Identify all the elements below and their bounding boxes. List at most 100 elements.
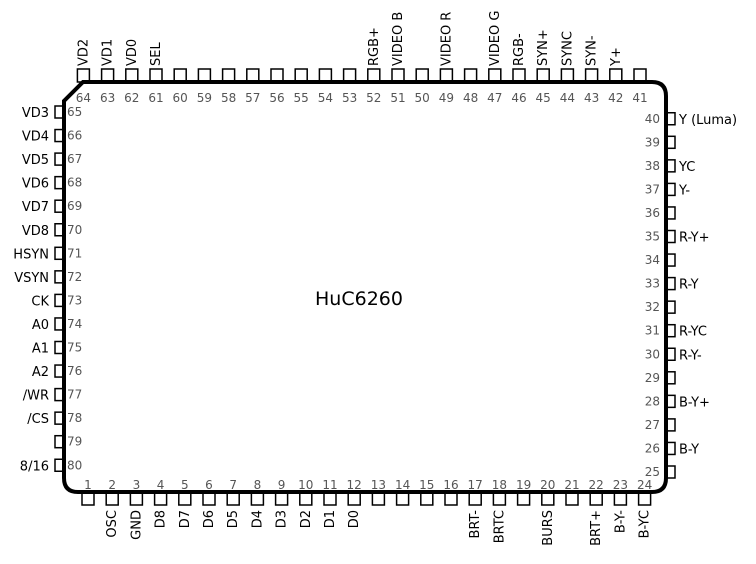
pin-number: 19 xyxy=(516,478,531,492)
pin-signal-label: RGB+ xyxy=(367,27,382,66)
pin-signal-label: B-YC xyxy=(638,510,653,538)
pin-signal-label: A0 xyxy=(32,318,49,333)
pin-signal-label: SYN+ xyxy=(536,29,551,66)
pin-number: 76 xyxy=(67,364,82,378)
pin-number: 22 xyxy=(589,478,604,492)
pin-signal-label: /WR xyxy=(23,389,49,404)
pin-signal-label: Y- xyxy=(678,183,690,198)
pin-number: 25 xyxy=(645,465,660,479)
pin-number: 20 xyxy=(540,478,555,492)
pin-signal-label: A2 xyxy=(32,365,49,380)
pin-number: 8 xyxy=(254,478,262,492)
pin-signal-label: B-Y- xyxy=(613,510,628,533)
pin-number: 45 xyxy=(536,91,551,105)
pin-number: 49 xyxy=(439,91,454,105)
pin-number: 79 xyxy=(67,435,82,449)
pin-number: 72 xyxy=(67,270,82,284)
pin-number: 36 xyxy=(645,206,660,220)
pin-number: 44 xyxy=(560,91,575,105)
pin-signal-label: BRT- xyxy=(468,510,483,539)
pin-signal-label: B-Y xyxy=(679,442,699,457)
pin-number: 40 xyxy=(645,112,660,126)
pin-number: 74 xyxy=(67,317,82,331)
pin-number: 80 xyxy=(67,458,82,472)
pin-signal-label: D0 xyxy=(347,510,362,528)
pin-signal-label: D7 xyxy=(178,510,193,528)
pin-signal-label: D6 xyxy=(202,510,217,528)
pin-signal-label: B-Y+ xyxy=(679,395,710,410)
pin-signal-label: VIDEO G xyxy=(488,11,503,66)
pin-number: 17 xyxy=(468,478,483,492)
pin-number: 41 xyxy=(632,91,647,105)
pin-number: 30 xyxy=(645,347,660,361)
pin-number: 21 xyxy=(564,478,579,492)
pin-number: 46 xyxy=(511,91,526,105)
pin-number: 37 xyxy=(645,182,660,196)
pin-number: 73 xyxy=(67,293,82,307)
pin-signal-label: VD8 xyxy=(22,224,49,239)
pin-number: 35 xyxy=(645,230,660,244)
pin-signal-label: BRTC xyxy=(492,510,507,543)
pin-number: 5 xyxy=(181,478,189,492)
chip-body xyxy=(62,80,668,494)
pin-number: 56 xyxy=(269,91,284,105)
pin-signal-label: BRT+ xyxy=(589,510,604,546)
pin-signal-label: HSYN xyxy=(13,247,49,262)
pin-number: 11 xyxy=(322,478,337,492)
pin-number: 58 xyxy=(221,91,236,105)
pin-signal-label: A1 xyxy=(32,342,49,357)
pin-signal-label: R-YC xyxy=(679,325,707,340)
pin-signal-label: D2 xyxy=(299,510,314,528)
pin-number: 59 xyxy=(197,91,212,105)
pin-number: 15 xyxy=(419,478,434,492)
pin-signal-label: RGB- xyxy=(512,33,527,66)
pin-number: 75 xyxy=(67,341,82,355)
pin-number: 55 xyxy=(294,91,309,105)
pin-number: 6 xyxy=(205,478,213,492)
pin-number: 70 xyxy=(67,223,82,237)
pin-number: 51 xyxy=(390,91,405,105)
pin-number: 13 xyxy=(371,478,386,492)
pin-number: 63 xyxy=(100,91,115,105)
label-group: 1 2OSC3GND4D85D76D67D58D49D310D211D112D01… xyxy=(13,11,737,546)
pin-signal-label: SEL xyxy=(149,42,164,66)
pin-number: 12 xyxy=(347,478,362,492)
pin-signal-label: R-Y xyxy=(679,278,699,293)
pin-number: 31 xyxy=(645,324,660,338)
pin-number: 10 xyxy=(298,478,313,492)
pin-number: 47 xyxy=(487,91,502,105)
pin-signal-label: OSC xyxy=(105,510,120,538)
pin-number: 48 xyxy=(463,91,478,105)
pin-number: 32 xyxy=(645,300,660,314)
pin-number: 53 xyxy=(342,91,357,105)
pin-signal-label: VIDEO R xyxy=(439,12,454,66)
pin-signal-label: D8 xyxy=(154,510,169,528)
pin-number: 26 xyxy=(645,441,660,455)
pin-signal-label: VD7 xyxy=(22,200,49,215)
pin-number: 42 xyxy=(608,91,623,105)
pin-number: 65 xyxy=(67,105,82,119)
pin-number: 68 xyxy=(67,176,82,190)
pin-signal-label: D4 xyxy=(250,510,265,528)
pin-number: 27 xyxy=(645,418,660,432)
pin-number: 2 xyxy=(108,478,116,492)
pin-number: 77 xyxy=(67,388,82,402)
pin-signal-label: BURS xyxy=(541,510,556,546)
pin-signal-label: YC xyxy=(678,160,695,175)
pin-signal-label: VD4 xyxy=(22,130,49,145)
pin-number: 67 xyxy=(67,152,82,166)
pin-number: 28 xyxy=(645,394,660,408)
pin-signal-label: Y+ xyxy=(609,47,624,67)
pin-signal-label: VSYN xyxy=(14,271,49,286)
pin-number: 52 xyxy=(366,91,381,105)
pin-number: 69 xyxy=(67,199,82,213)
pin-signal-label: VD5 xyxy=(22,153,49,168)
pin-signal-label: VD0 xyxy=(125,39,140,66)
pin-signal-label: D1 xyxy=(323,510,338,528)
pin-signal-label: Y (Luma) xyxy=(678,113,737,128)
pin-number: 3 xyxy=(133,478,141,492)
pin-signal-label: VIDEO B xyxy=(391,12,406,66)
pin-number: 39 xyxy=(645,135,660,149)
pin-number: 38 xyxy=(645,159,660,173)
pin-number: 71 xyxy=(67,246,82,260)
